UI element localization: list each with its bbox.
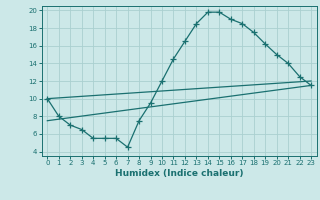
X-axis label: Humidex (Indice chaleur): Humidex (Indice chaleur) (115, 169, 244, 178)
